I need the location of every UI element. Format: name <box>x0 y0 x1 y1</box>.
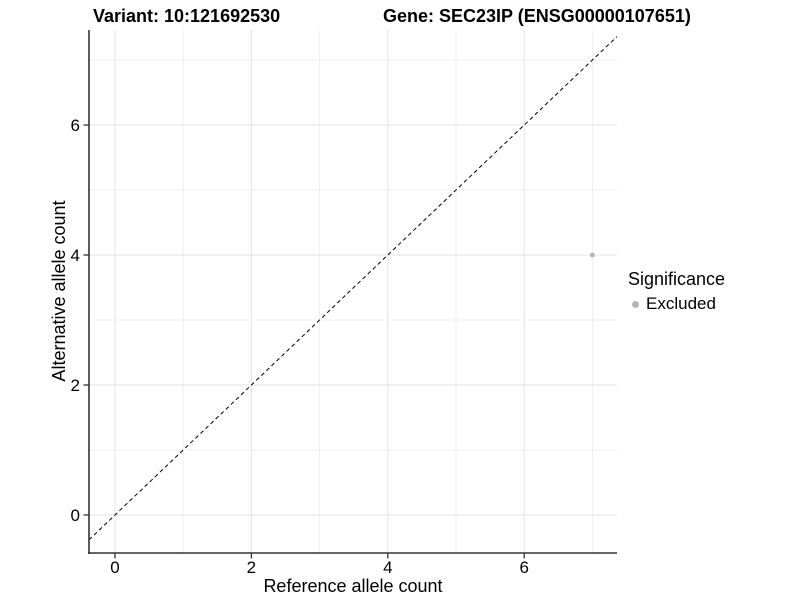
y-tick-label: 2 <box>71 376 80 395</box>
legend: Significance Excluded <box>628 269 725 314</box>
y-axis-title: Alternative allele count <box>49 200 69 382</box>
x-tick-label: 0 <box>110 558 119 577</box>
x-tick-label: 6 <box>519 558 528 577</box>
gene-title: Gene: SEC23IP (ENSG00000107651) <box>383 6 691 26</box>
x-tick-label: 2 <box>247 558 256 577</box>
x-tick-label: 4 <box>383 558 392 577</box>
identity-line <box>88 36 618 541</box>
data-point <box>590 252 595 258</box>
variant-title: Variant: 10:121692530 <box>93 6 281 26</box>
legend-entry-label: Excluded <box>646 294 716 313</box>
y-tick-label: 4 <box>71 246 80 265</box>
legend-title: Significance <box>628 269 726 289</box>
x-axis-title: Reference allele count <box>263 576 443 596</box>
legend-entry-excluded: Excluded <box>628 294 725 314</box>
excluded-point-swatch <box>632 300 639 308</box>
y-tick-label: 0 <box>71 506 80 525</box>
y-tick-label: 6 <box>71 116 80 135</box>
